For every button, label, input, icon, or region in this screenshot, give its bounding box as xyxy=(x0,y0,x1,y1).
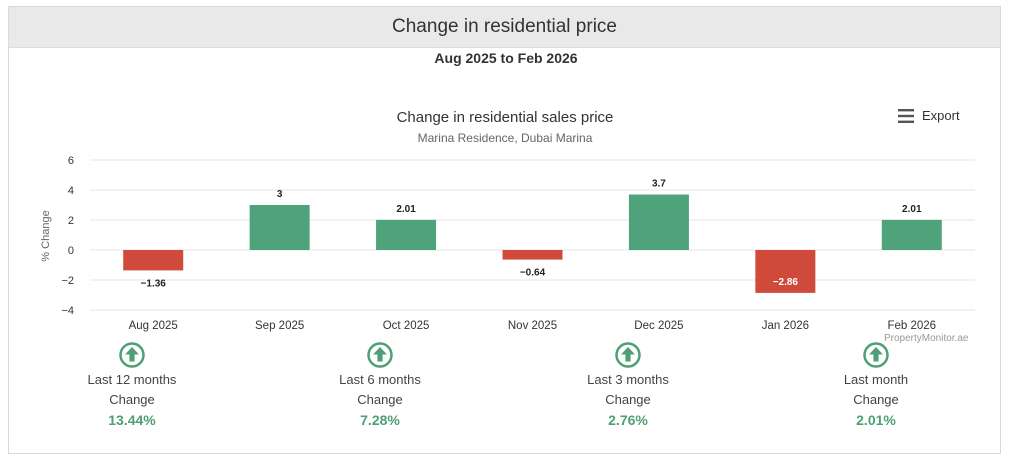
period-label: Aug 2025 to Feb 2026 xyxy=(434,50,578,66)
summary-value: 7.28% xyxy=(360,412,400,428)
data-label: 2.01 xyxy=(396,204,416,215)
bar[interactable] xyxy=(249,205,310,250)
y-tick-label: −2 xyxy=(61,275,74,287)
summary-label: Change xyxy=(357,392,403,407)
price-change-panel: Change in residential price xyxy=(8,6,1001,454)
summary-period: Last 12 months xyxy=(87,372,177,387)
panel-title: Change in residential price xyxy=(9,7,1000,48)
summary-period: Last month xyxy=(843,372,909,387)
summary-label: Change xyxy=(109,392,155,407)
x-tick-label: Sep 2025 xyxy=(255,320,304,332)
export-button[interactable]: Export xyxy=(898,108,960,123)
summary-value: 2.76% xyxy=(608,412,648,428)
arrow-up-circle-icon xyxy=(615,342,641,368)
summary-label: Change xyxy=(605,392,651,407)
x-tick-label: Feb 2026 xyxy=(887,320,936,332)
arrow-up-circle-icon xyxy=(119,342,145,368)
bar[interactable] xyxy=(755,250,816,293)
summary-period: Last 3 months xyxy=(587,372,669,387)
arrow-up-circle-icon xyxy=(863,342,889,368)
summary-value: 13.44% xyxy=(108,412,156,428)
data-label: 2.01 xyxy=(902,204,922,215)
bar[interactable] xyxy=(123,250,184,271)
bar[interactable] xyxy=(376,219,437,250)
summary-period: Last 6 months xyxy=(339,372,421,387)
y-tick-label: 6 xyxy=(68,155,74,167)
data-label: 3 xyxy=(277,189,283,200)
summary-label: Change xyxy=(853,392,899,407)
x-tick-label: Jan 2026 xyxy=(762,320,809,332)
bar[interactable] xyxy=(502,250,563,260)
y-axis-title: % Change xyxy=(40,210,52,261)
export-label: Export xyxy=(922,108,960,123)
y-tick-label: −4 xyxy=(61,305,74,317)
summary-item-last-month: Last month Change 2.01% xyxy=(801,342,951,428)
data-label: −2.86 xyxy=(773,277,799,288)
menu-icon xyxy=(898,108,914,123)
bar[interactable] xyxy=(881,219,942,250)
summary-item-6-months: Last 6 months Change 7.28% xyxy=(305,342,455,428)
chart-subtitle: Marina Residence, Dubai Marina xyxy=(418,131,593,145)
data-label: 3.7 xyxy=(652,179,666,190)
y-tick-label: 4 xyxy=(68,185,74,197)
credit-link[interactable]: PropertyMonitor.ae xyxy=(884,333,969,344)
bar[interactable] xyxy=(628,194,689,251)
summary-value: 2.01% xyxy=(856,412,896,428)
bar-chart: Change in residential sales price Marina… xyxy=(40,109,975,332)
arrow-up-circle-icon xyxy=(367,342,393,368)
summary-item-3-months: Last 3 months Change 2.76% xyxy=(553,342,703,428)
data-label: −1.36 xyxy=(141,278,167,289)
y-tick-label: 0 xyxy=(68,245,74,257)
x-tick-label: Nov 2025 xyxy=(508,320,557,332)
x-tick-label: Oct 2025 xyxy=(383,320,430,332)
y-tick-label: 2 xyxy=(68,215,74,227)
x-tick-label: Aug 2025 xyxy=(129,320,178,332)
summary-item-12-months: Last 12 months Change 13.44% xyxy=(57,342,207,428)
data-label: −0.64 xyxy=(520,268,546,279)
x-tick-label: Dec 2025 xyxy=(634,320,683,332)
chart-title: Change in residential sales price xyxy=(397,109,614,126)
